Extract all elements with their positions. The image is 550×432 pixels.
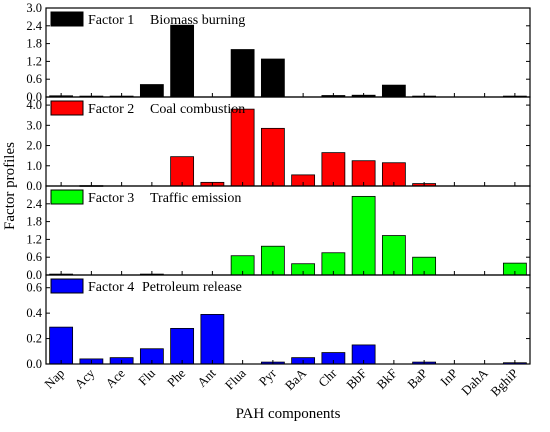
- y-tick-label-f2-1: 1.0: [26, 159, 42, 173]
- y-tick-label-f2-0: 0.0: [26, 179, 42, 193]
- legend-label-f2: Factor 2: [88, 102, 134, 117]
- y-tick-label-f2-2: 2.0: [26, 139, 42, 153]
- y-tick-label-f1-2: 1.2: [26, 54, 42, 68]
- x-axis-label: PAH components: [236, 406, 341, 422]
- x-tick-label-flu: Flu: [135, 365, 158, 388]
- panel-2: 0.0 1.0 2.0 3.0 4.0 Factor 2 Coal combustion: [26, 96, 531, 193]
- legend-desc-f1: Biomass burning: [150, 13, 245, 28]
- y-tick-label-f2-4: 4.0: [26, 98, 42, 112]
- y-tick-label-f3-2: 1.2: [26, 232, 42, 246]
- x-tick-label-bghip: BghiP: [487, 366, 521, 400]
- x-tick-label-chr: Chr: [315, 365, 340, 390]
- y-tick-label-f4-1: 0.2: [26, 332, 42, 346]
- x-tick-label-nap: Nap: [41, 366, 67, 392]
- bar-ant-f4: [200, 314, 225, 365]
- legend-swatch-f3: [50, 189, 84, 205]
- x-tick-label-pyr: Pyr: [256, 365, 280, 389]
- y-tick-label-f4-3: 0.6: [26, 281, 42, 295]
- panel-frame-4: [45, 274, 531, 365]
- panel-4: 0.0 0.2 0.4 0.6 Factor 4 Petroleum release: [26, 274, 531, 371]
- x-tick-label-phe: Phe: [164, 365, 189, 390]
- x-tick-label-daha: DahA: [458, 365, 491, 398]
- x-tick-label-flua: Flua: [222, 365, 249, 392]
- y-axis-label: Factor profiles: [2, 142, 18, 230]
- bar-bbf-f3: [351, 195, 376, 276]
- legend-desc-f3: Traffic emission: [150, 191, 241, 206]
- panel-1: 0.0 0.6 1.2 1.8 2.4 3.0 Factor 1 Biomass burnin…: [26, 1, 531, 104]
- bar-pyr-f2: [260, 127, 285, 187]
- legend-label-f3: Factor 3: [88, 191, 134, 206]
- legend-swatch-f2: [50, 100, 84, 116]
- bar-chr-f2: [321, 152, 346, 187]
- y-tick-label-f1-1: 0.6: [26, 72, 42, 86]
- y-tick-label-f2-3: 3.0: [26, 118, 42, 132]
- legend-label-f1: Factor 1: [88, 13, 134, 28]
- bar-bkf-f3: [381, 235, 406, 276]
- y-tick-label-f4-2: 0.4: [26, 306, 42, 320]
- y-tick-label-f3-4: 2.4: [26, 197, 42, 211]
- x-tick-label-bbf: BbF: [343, 366, 369, 392]
- y-tick-label-f3-3: 1.8: [26, 215, 42, 229]
- y-tick-label-f1-0: 0.0: [26, 90, 42, 104]
- panel-3: 0.0 0.6 1.2 1.8 2.4 Factor 3 Traffic emission: [26, 185, 531, 282]
- legend-swatch-f4: [50, 278, 84, 294]
- bar-nap-f4: [49, 326, 74, 365]
- y-tick-label-f1-4: 2.4: [26, 19, 42, 33]
- legend-desc-f2: Coal combustion: [150, 102, 245, 117]
- x-tick-label-acy: Acy: [72, 365, 98, 391]
- bar-pyr-f1: [260, 58, 285, 98]
- x-tick-label-ant: Ant: [194, 365, 219, 390]
- legend-swatch-f1: [50, 11, 84, 27]
- y-tick-label-f4-0: 0.0: [26, 357, 42, 371]
- legend-desc-f4: Petroleum release: [142, 280, 242, 295]
- bar-phe-f1: [170, 24, 195, 98]
- x-tick-label-bkf: BkF: [374, 366, 400, 392]
- x-tick-label-bap: BaP: [404, 366, 430, 392]
- bar-pyr-f3: [260, 245, 285, 276]
- bar-flua-f1: [230, 49, 255, 98]
- x-tick-label-ace: Ace: [102, 365, 128, 391]
- x-tick-label-baa: BaA: [282, 365, 310, 393]
- legend-label-f4: Factor 4: [88, 280, 134, 295]
- x-tick-label-inp: InP: [437, 366, 460, 389]
- y-tick-label-f1-3: 1.8: [26, 37, 42, 51]
- bar-phe-f2: [170, 156, 195, 187]
- y-tick-label-f3-0: 0.0: [26, 268, 42, 282]
- bar-phe-f4: [170, 327, 195, 365]
- y-tick-label-f1-5: 3.0: [26, 1, 42, 15]
- bar-flua-f2: [230, 108, 255, 187]
- y-tick-label-f3-1: 0.6: [26, 250, 42, 264]
